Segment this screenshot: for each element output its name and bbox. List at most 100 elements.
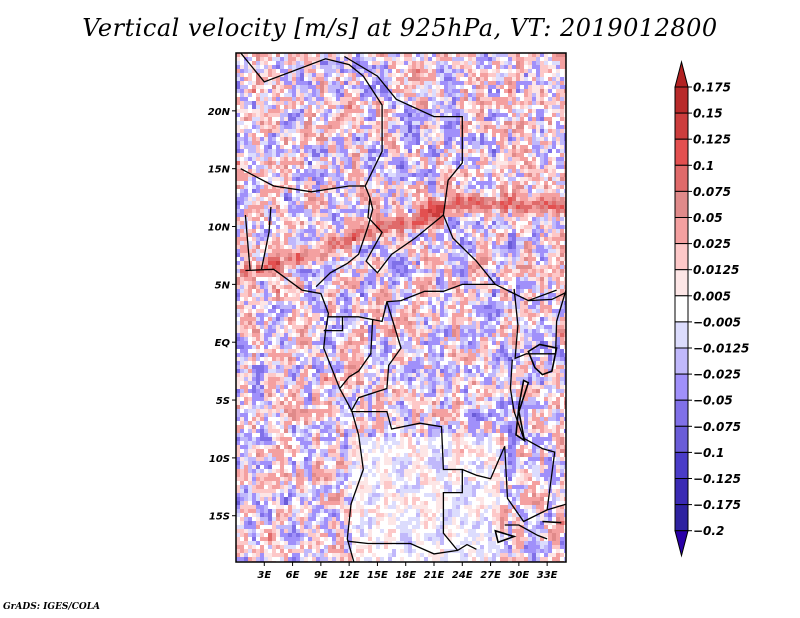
field-cell <box>308 201 312 205</box>
field-cell <box>560 89 564 93</box>
field-cell <box>316 233 320 237</box>
field-cell <box>352 81 356 85</box>
field-cell <box>452 141 456 145</box>
field-cell <box>280 229 284 233</box>
field-cell <box>236 221 240 225</box>
field-cell <box>388 273 392 277</box>
field-cell <box>336 297 340 301</box>
field-cell <box>556 217 560 221</box>
field-cell <box>384 289 388 293</box>
field-cell <box>452 105 456 109</box>
field-cell <box>300 285 304 289</box>
field-cell <box>404 85 408 89</box>
field-cell <box>496 89 500 93</box>
field-cell <box>532 81 536 85</box>
field-cell <box>396 53 400 57</box>
field-cell <box>488 225 492 229</box>
field-cell <box>260 269 264 273</box>
field-cell <box>408 53 412 57</box>
field-cell <box>468 157 472 161</box>
field-cell <box>368 241 372 245</box>
field-cell <box>296 117 300 121</box>
field-cell <box>320 261 324 265</box>
field-cell <box>312 169 316 173</box>
field-cell <box>304 61 308 65</box>
field-cell <box>344 129 348 133</box>
field-cell <box>360 281 364 285</box>
field-cell <box>484 157 488 161</box>
field-cell <box>356 229 360 233</box>
field-cell <box>260 273 264 277</box>
field-cell <box>532 149 536 153</box>
field-cell <box>260 293 264 297</box>
field-cell <box>408 317 412 321</box>
field-cell <box>384 125 388 129</box>
field-cell <box>484 57 488 61</box>
field-cell <box>452 257 456 261</box>
field-cell <box>396 273 400 277</box>
field-cell <box>280 209 284 213</box>
field-cell <box>268 293 272 297</box>
field-cell <box>264 125 268 129</box>
field-cell <box>348 61 352 65</box>
field-cell <box>244 277 248 281</box>
field-cell <box>428 73 432 77</box>
field-cell <box>436 177 440 181</box>
field-cell <box>376 149 380 153</box>
field-cell <box>384 221 388 225</box>
field-cell <box>360 233 364 237</box>
field-cell <box>372 97 376 101</box>
field-cell <box>300 181 304 185</box>
field-cell <box>440 65 444 69</box>
field-cell <box>444 153 448 157</box>
field-cell <box>508 121 512 125</box>
field-cell <box>328 125 332 129</box>
field-cell <box>240 281 244 285</box>
field-cell <box>288 197 292 201</box>
field-cell <box>384 281 388 285</box>
field-cell <box>388 61 392 65</box>
field-cell <box>472 137 476 141</box>
field-cell <box>428 177 432 181</box>
field-cell <box>400 177 404 181</box>
field-cell <box>384 117 388 121</box>
field-cell <box>444 101 448 105</box>
field-cell <box>528 141 532 145</box>
field-cell <box>372 177 376 181</box>
field-cell <box>416 217 420 221</box>
field-cell <box>464 89 468 93</box>
field-cell <box>504 321 508 325</box>
field-cell <box>428 137 432 141</box>
field-cell <box>304 137 308 141</box>
field-cell <box>256 225 260 229</box>
field-cell <box>540 289 544 293</box>
field-cell <box>364 289 368 293</box>
field-cell <box>464 141 468 145</box>
field-cell <box>548 257 552 261</box>
field-cell <box>252 161 256 165</box>
field-cell <box>268 197 272 201</box>
field-cell <box>460 257 464 261</box>
field-cell <box>420 61 424 65</box>
field-cell <box>476 65 480 69</box>
field-cell <box>520 137 524 141</box>
field-cell <box>536 77 540 81</box>
field-cell <box>252 297 256 301</box>
field-cell <box>548 313 552 317</box>
field-cell <box>532 237 536 241</box>
field-cell <box>516 57 520 61</box>
field-cell <box>292 105 296 109</box>
field-cell <box>400 225 404 229</box>
field-cell <box>404 229 408 233</box>
field-cell <box>436 57 440 61</box>
field-cell <box>488 249 492 253</box>
field-cell <box>560 253 564 257</box>
field-cell <box>496 321 500 325</box>
field-cell <box>512 157 516 161</box>
field-cell <box>424 293 428 297</box>
field-cell <box>304 173 308 177</box>
field-cell <box>396 269 400 273</box>
field-cell <box>312 289 316 293</box>
field-cell <box>440 133 444 137</box>
field-cell <box>544 93 548 97</box>
